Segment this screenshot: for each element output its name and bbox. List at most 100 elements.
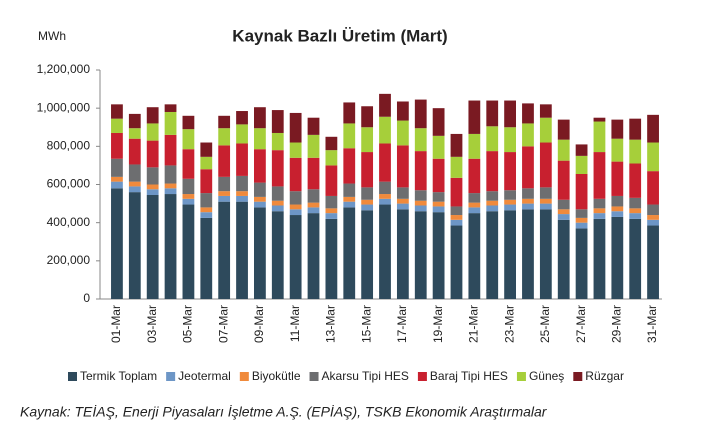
bar-segment: [396, 209, 409, 299]
bar-segment: [307, 157, 320, 190]
bar-segment: [629, 213, 642, 219]
bar-segment: [218, 191, 231, 196]
bar-segment: [396, 120, 409, 146]
legend-swatch: [516, 372, 526, 381]
bar-segment: [254, 149, 266, 183]
bar-segment: [486, 211, 499, 299]
bar-segment: [611, 206, 624, 212]
bar-segment: [236, 191, 248, 196]
bar-segment: [432, 108, 445, 136]
bar-segment: [200, 217, 213, 299]
bar-segment: [200, 212, 213, 218]
bar-segment: [218, 145, 231, 177]
bar-segment: [396, 203, 409, 210]
bar-segment: [629, 208, 642, 214]
x-tick-label: 23-Mar: [502, 305, 516, 343]
bar-segment: [575, 228, 588, 299]
bar-segment: [450, 219, 463, 226]
legend-swatch: [417, 372, 427, 381]
legend-swatch: [309, 372, 319, 381]
bar-segment: [450, 215, 463, 220]
bar-segment: [218, 201, 231, 299]
x-tick-label: 25-Mar: [538, 305, 552, 343]
y-tick-label: 1,000,000: [37, 100, 91, 114]
bar-segment: [325, 165, 338, 196]
bar-segment: [254, 182, 266, 197]
bar-segment: [307, 202, 320, 208]
bar-segment: [539, 203, 552, 210]
bar-segment: [236, 111, 248, 125]
bar-segment: [557, 160, 570, 200]
bar-segment: [361, 127, 374, 153]
bar-segment: [504, 199, 516, 205]
bar-segment: [236, 175, 248, 192]
bar-segment: [343, 196, 356, 202]
bar-segment: [539, 142, 552, 188]
bar-segment: [271, 211, 284, 299]
bar-segment: [647, 225, 659, 299]
bar-segment: [468, 202, 481, 208]
bar-segment: [539, 209, 552, 299]
bar-segment: [575, 174, 588, 210]
bar-segment: [146, 189, 159, 195]
bar-segment: [325, 213, 338, 219]
legend-label: Biyokütle: [252, 369, 301, 383]
bar-segment: [289, 204, 302, 210]
bar-segment: [271, 186, 284, 201]
bar-segment: [647, 204, 659, 216]
bar-segment: [343, 148, 356, 184]
bar-segment: [218, 176, 231, 192]
bar-segment: [307, 207, 320, 214]
bar-segment: [522, 198, 534, 204]
bar-segment: [379, 198, 391, 205]
bar-segment: [200, 169, 213, 194]
bar-segment: [254, 207, 266, 299]
bar-segment: [539, 117, 552, 143]
bar-segment: [504, 127, 516, 153]
bar-segment: [379, 93, 391, 117]
bar-segment: [164, 188, 177, 195]
bar-segment: [236, 124, 248, 144]
bar-segment: [575, 144, 588, 156]
bar-segment: [593, 208, 606, 214]
legend-label: Baraj Tipi HES: [430, 369, 508, 383]
bar-segment: [504, 100, 516, 128]
bar-segment: [164, 194, 177, 299]
bar-segment: [379, 143, 391, 182]
legend-label: Termik Toplam: [80, 369, 157, 383]
bar-segment: [432, 201, 445, 207]
bar-segment: [629, 139, 642, 164]
bar-segment: [164, 111, 177, 135]
bar-segment: [236, 201, 248, 299]
x-tick-label: 13-Mar: [324, 305, 338, 343]
bar-segment: [396, 187, 409, 199]
legend-swatch: [239, 372, 249, 381]
bar-segment: [289, 209, 302, 216]
bar-segment: [575, 209, 588, 218]
bar-segment: [486, 126, 499, 152]
x-tick-label: 05-Mar: [181, 305, 195, 343]
bar-segment: [361, 210, 374, 299]
bar-segment: [557, 199, 570, 210]
bar-segment: [128, 128, 141, 139]
y-tick-label: 200,000: [47, 253, 91, 267]
x-tick-label: 03-Mar: [145, 305, 159, 343]
bar-segment: [539, 198, 552, 204]
bar-segment: [432, 135, 445, 159]
x-tick-label: 31-Mar: [645, 305, 659, 343]
x-tick-label: 29-Mar: [609, 305, 623, 343]
bar-segment: [111, 181, 123, 189]
bar-segment: [557, 119, 570, 140]
bar-segment: [271, 200, 284, 206]
bar-segment: [486, 191, 499, 201]
bar-segment: [325, 218, 338, 299]
bar-segment: [325, 136, 338, 151]
bar-segment: [611, 195, 624, 207]
bar-segment: [289, 157, 302, 192]
bar-segment: [557, 139, 570, 161]
bar-segment: [629, 163, 642, 198]
bar-segment: [611, 138, 624, 162]
bar-segment: [254, 128, 266, 150]
bar-segment: [468, 213, 481, 299]
